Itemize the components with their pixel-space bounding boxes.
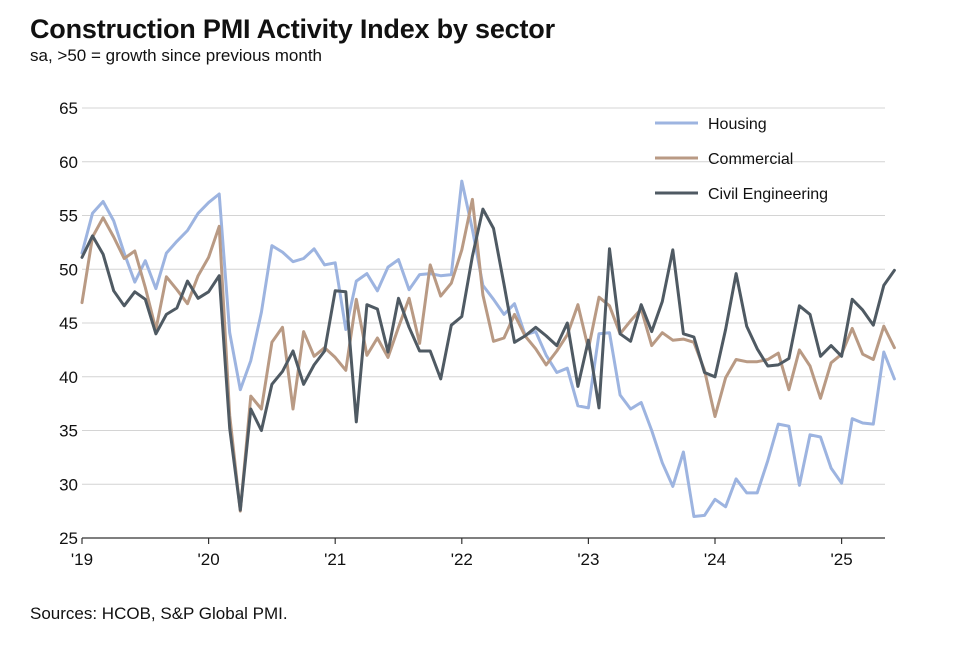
y-tick-label: 65 bbox=[59, 99, 78, 118]
x-axis-ticks: '19 '20 '21 '22 '23 '24 '25 bbox=[71, 538, 853, 569]
series-line-housing bbox=[80, 179, 896, 518]
line-chart: 25 30 35 40 45 50 55 60 65 '19 '20 '21 '22 '23 '24 '25… bbox=[59, 99, 896, 569]
series-line-civil-engineering bbox=[80, 207, 896, 512]
source-note: Sources: HCOB, S&P Global PMI. bbox=[30, 604, 288, 623]
y-tick-label: 30 bbox=[59, 475, 78, 494]
series-lines bbox=[80, 179, 896, 518]
y-tick-label: 35 bbox=[59, 422, 78, 441]
x-tick-label: '23 bbox=[577, 550, 599, 569]
y-tick-label: 25 bbox=[59, 529, 78, 548]
y-tick-label: 60 bbox=[59, 153, 78, 172]
legend: Housing Commercial Civil Engineering bbox=[655, 116, 828, 203]
chart-title: Construction PMI Activity Index by secto… bbox=[30, 14, 555, 44]
x-tick-label: '19 bbox=[71, 550, 93, 569]
chart-subtitle: sa, >50 = growth since previous month bbox=[30, 46, 322, 65]
x-tick-label: '25 bbox=[831, 550, 853, 569]
legend-label-civil-engineering: Civil Engineering bbox=[708, 186, 828, 203]
gridlines bbox=[82, 107, 885, 539]
y-tick-label: 55 bbox=[59, 207, 78, 226]
x-tick-label: '20 bbox=[198, 550, 220, 569]
y-tick-label: 50 bbox=[59, 260, 78, 279]
x-tick-label: '24 bbox=[704, 550, 726, 569]
legend-label-housing: Housing bbox=[708, 116, 767, 133]
series-line-commercial bbox=[80, 197, 896, 513]
legend-label-commercial: Commercial bbox=[708, 151, 793, 168]
y-axis-ticks: 25 30 35 40 45 50 55 60 65 bbox=[59, 99, 78, 548]
x-tick-label: '22 bbox=[451, 550, 473, 569]
x-tick-label: '21 bbox=[324, 550, 346, 569]
y-tick-label: 45 bbox=[59, 314, 78, 333]
y-tick-label: 40 bbox=[59, 368, 78, 387]
